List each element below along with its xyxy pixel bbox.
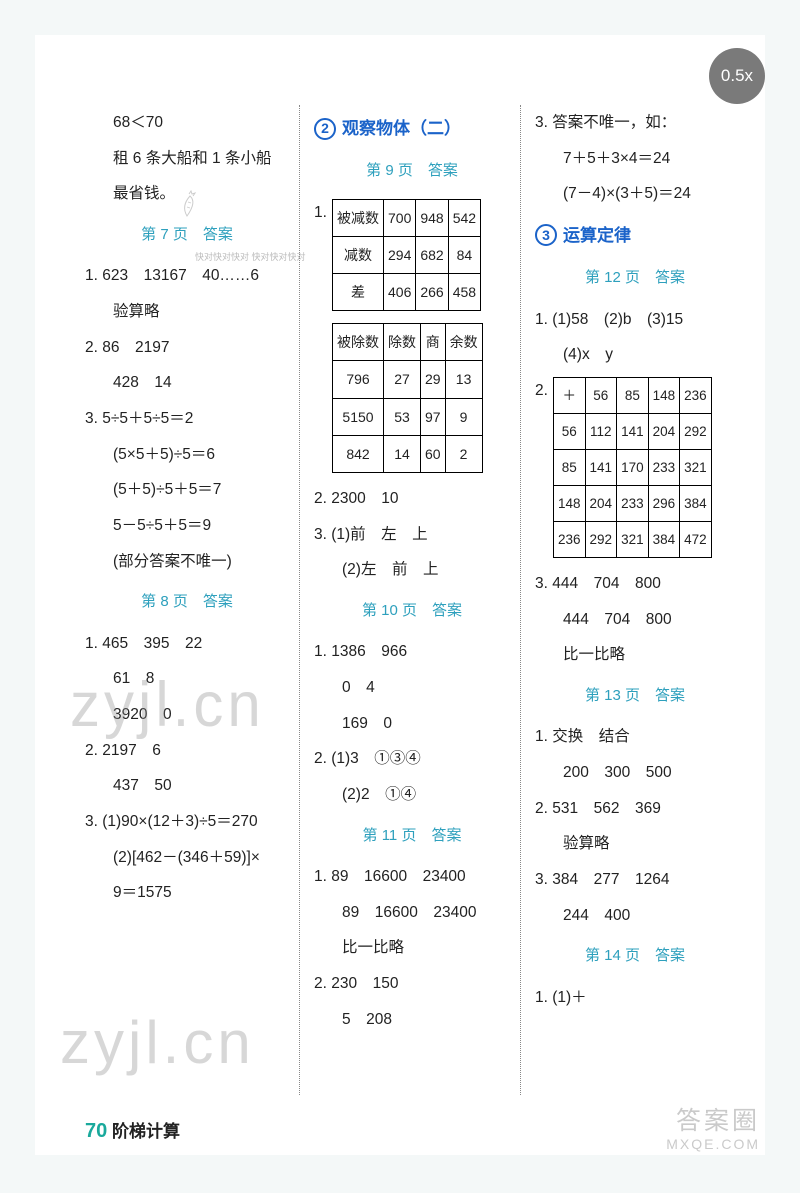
answer-line: 2. 86 2197 xyxy=(85,330,289,366)
answer-line: 5－5÷5＋5＝9 xyxy=(85,508,289,544)
page-link-13: 第 13 页 答案 xyxy=(535,679,735,714)
answer-line: (4)x y xyxy=(535,337,735,373)
answer-line: 244 400 xyxy=(535,898,735,934)
subtraction-table: 被减数700948542 减数29468284 差406266458 xyxy=(332,199,481,312)
answer-line: 7＋5＋3×4＝24 xyxy=(535,141,735,177)
table-row: 236292321384472 xyxy=(554,521,712,557)
table-row: 515053979 xyxy=(333,398,483,435)
answer-line: 1. 交换 结合 xyxy=(535,719,735,755)
text-line: 租 6 条大船和 1 条小船 xyxy=(85,141,289,177)
table-row: 796272913 xyxy=(333,361,483,398)
table-row: 被除数除数商余数 xyxy=(333,324,483,361)
answer-line: 比一比略 xyxy=(535,637,735,673)
answer-line: 200 300 500 xyxy=(535,755,735,791)
answer-line: 验算略 xyxy=(535,826,735,862)
answer-line: 1. 1386 966 xyxy=(314,634,510,670)
answer-line: 3. 384 277 1264 xyxy=(535,862,735,898)
answer-line: 2. (1)3 ①③④ xyxy=(314,741,510,777)
column-3: 3. 答案不唯一，如： 7＋5＋3×4＝24 (7－4)×(3＋5)＝24 3 … xyxy=(521,105,745,1095)
page-link-12: 第 12 页 答案 xyxy=(535,261,735,296)
answer-line: 1. 89 16600 23400 xyxy=(314,859,510,895)
answer-line: 比一比略 xyxy=(314,930,510,966)
answer-line: 2. 230 150 xyxy=(314,966,510,1002)
table-row: 被减数700948542 xyxy=(333,199,481,236)
answer-line: (7－4)×(3＋5)＝24 xyxy=(535,176,735,212)
answer-line: 2. 531 562 369 xyxy=(535,791,735,827)
answer-line: 3. (1)90×(12＋3)÷5＝270 xyxy=(85,804,289,840)
section-number: 2 xyxy=(314,118,336,140)
table-row: 84214602 xyxy=(333,435,483,472)
page-content: 快对快对快对 快对快对快对 68＜70 租 6 条大船和 1 条小船 最省钱。 … xyxy=(35,35,765,1155)
page-link-10: 第 10 页 答案 xyxy=(314,594,510,629)
page-link-11: 第 11 页 答案 xyxy=(314,819,510,854)
section-title: 观察物体（二） xyxy=(342,109,461,148)
answer-line: 3. 5÷5＋5÷5＝2 xyxy=(85,401,289,437)
answer-line: 0 4 xyxy=(314,670,510,706)
page-link-14: 第 14 页 答案 xyxy=(535,939,735,974)
answer-line: 169 0 xyxy=(314,706,510,742)
answer-line: 1. 465 395 22 xyxy=(85,626,289,662)
division-table: 被除数除数商余数 796272913 515053979 84214602 xyxy=(332,323,483,473)
columns: 68＜70 租 6 条大船和 1 条小船 最省钱。 第 7 页 答案 1. 62… xyxy=(85,105,745,1095)
zoom-badge[interactable]: 0.5x xyxy=(709,48,765,104)
list-number: 1. xyxy=(314,195,332,231)
answer-line: 3920 0 xyxy=(85,697,289,733)
column-2: 2 观察物体（二） 第 9 页 答案 1. 被减数700948542 减数294… xyxy=(299,105,521,1095)
answer-line: (部分答案不唯一) xyxy=(85,544,289,580)
answer-line: (2)左 前 上 xyxy=(314,552,510,588)
section-heading-2: 2 观察物体（二） xyxy=(314,109,510,148)
text-line: 最省钱。 xyxy=(85,176,289,212)
answer-line: 3. 答案不唯一，如： xyxy=(535,105,735,141)
table-row: 减数29468284 xyxy=(333,236,481,273)
answer-line: (2)2 ①④ xyxy=(314,777,510,813)
section-title: 运算定律 xyxy=(563,216,631,255)
text-line: 68＜70 xyxy=(85,105,289,141)
answer-line: 89 16600 23400 xyxy=(314,895,510,931)
page-number: 70 xyxy=(85,1120,107,1142)
table-row: 85141170233321 xyxy=(554,449,712,485)
list-number: 2. xyxy=(535,373,553,409)
answer-line: 2. 2197 6 xyxy=(85,733,289,769)
table-row: ＋5685148236 xyxy=(554,377,712,413)
page-link-9: 第 9 页 答案 xyxy=(314,154,510,189)
answer-line: 444 704 800 xyxy=(535,602,735,638)
answer-line: 验算略 xyxy=(85,294,289,330)
footer-title: 阶梯计算 xyxy=(112,1122,180,1141)
answer-line: 1. 623 13167 40……6 xyxy=(85,258,289,294)
section-heading-3: 3 运算定律 xyxy=(535,216,735,255)
answer-line: (5×5＋5)÷5＝6 xyxy=(85,437,289,473)
answer-line: 3. (1)前 左 上 xyxy=(314,517,510,553)
page-link-7: 第 7 页 答案 xyxy=(85,218,289,253)
answer-line: 1. (1)＋ xyxy=(535,980,735,1016)
addition-table: ＋5685148236 56112141204292 8514117023332… xyxy=(553,377,712,558)
answer-line: 437 50 xyxy=(85,768,289,804)
answer-line: 2. 2300 10 xyxy=(314,481,510,517)
answer-line: 1. (1)58 (2)b (3)15 xyxy=(535,302,735,338)
answer-line: 9＝1575 xyxy=(85,875,289,911)
section-number: 3 xyxy=(535,224,557,246)
page-footer: 70 阶梯计算 xyxy=(85,1117,180,1143)
page-link-8: 第 8 页 答案 xyxy=(85,585,289,620)
table-row: 56112141204292 xyxy=(554,413,712,449)
answer-line: 428 14 xyxy=(85,365,289,401)
answer-line: (5＋5)÷5＋5＝7 xyxy=(85,472,289,508)
answer-line: (2)[462－(346＋59)]× xyxy=(85,840,289,876)
answer-line: 61 8 xyxy=(85,661,289,697)
table-row: 差406266458 xyxy=(333,273,481,310)
column-1: 68＜70 租 6 条大船和 1 条小船 最省钱。 第 7 页 答案 1. 62… xyxy=(85,105,299,1095)
answer-line: 3. 444 704 800 xyxy=(535,566,735,602)
table-row: 148204233296384 xyxy=(554,485,712,521)
answer-line: 5 208 xyxy=(314,1002,510,1038)
